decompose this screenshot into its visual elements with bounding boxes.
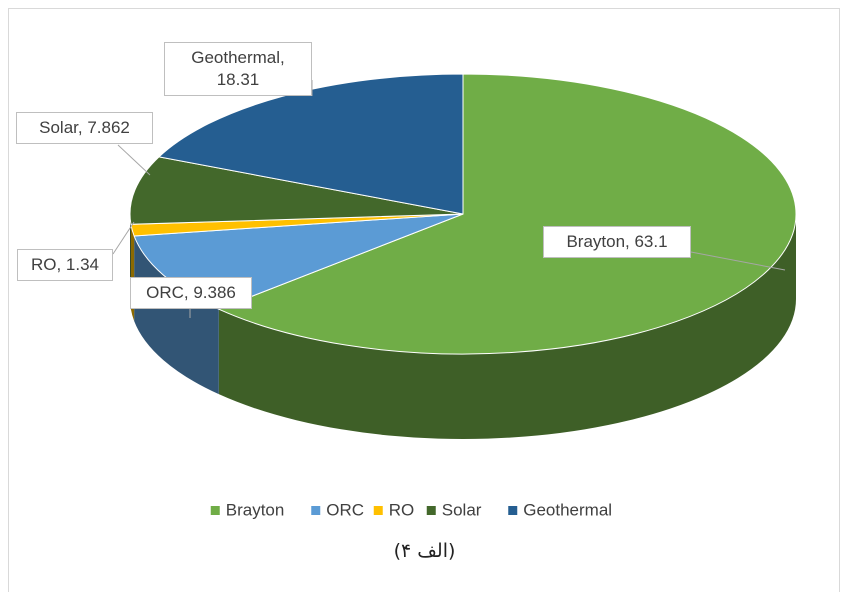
legend-label: Geothermal: [523, 500, 612, 519]
data-label: RO, 1.34: [17, 249, 113, 281]
legend-marker: [373, 506, 383, 515]
data-label: Solar, 7.862: [16, 112, 153, 144]
pie-slice: [129, 156, 464, 225]
legend-marker: [508, 506, 518, 515]
data-label: Geothermal, 18.31: [164, 42, 312, 96]
pie-slice: [217, 73, 797, 355]
legend-marker: [210, 506, 220, 515]
legend-label: Solar: [442, 500, 482, 519]
data-label: Brayton, 63.1: [543, 226, 691, 258]
caption: (الف ۴): [393, 540, 456, 562]
pie-slice: [157, 73, 464, 215]
pie-side: [134, 236, 219, 395]
leader-line: [112, 221, 135, 255]
leader-line: [690, 251, 786, 271]
legend-label: ORC: [326, 500, 364, 519]
leader-line: [117, 144, 151, 176]
legend-marker: [311, 506, 321, 515]
pie-side: [218, 214, 797, 440]
legend-label: RO: [389, 500, 415, 519]
chart-border: [8, 8, 840, 592]
legend-label: Brayton: [226, 500, 285, 519]
data-label: ORC, 9.386: [130, 277, 252, 309]
legend-marker: [426, 506, 436, 515]
